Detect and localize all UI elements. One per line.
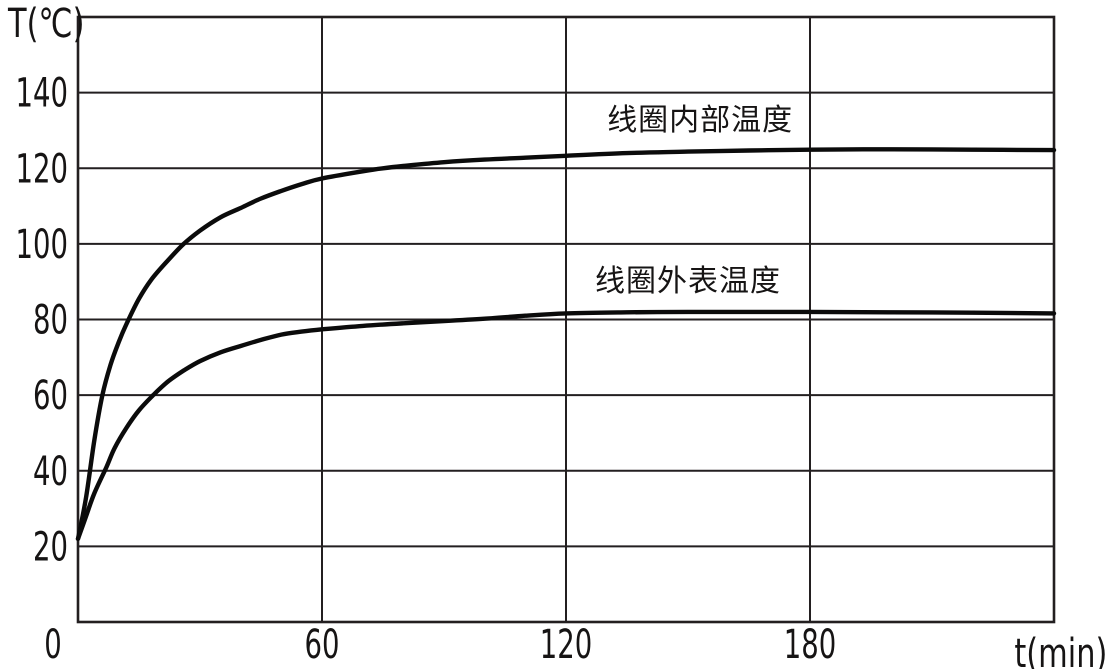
y-tick-label: 140 [16, 71, 69, 117]
x-axis-title: t(min) [1014, 631, 1107, 669]
y-axis-title: T(℃) [8, 1, 85, 47]
series-label-surface-temperature: 线圈外表温度 [595, 263, 781, 299]
y-tick-label: 20 [33, 524, 68, 570]
y-tick-label: 60 [33, 373, 68, 419]
y-tick-label: 100 [16, 222, 69, 268]
x-tick-label: 60 [305, 622, 340, 668]
y-tick-label: 40 [33, 449, 68, 495]
series-curve-0 [75, 147, 1057, 542]
y-tick-label: 120 [16, 146, 69, 192]
x-tick-label: 180 [784, 622, 837, 668]
x-tick-label: 120 [540, 622, 593, 668]
y-tick-label: 80 [33, 298, 68, 344]
x-tick-label: 0 [44, 622, 62, 668]
series-curve-1 [75, 309, 1057, 542]
x-tick-labels: 0 60 120 180 [44, 622, 836, 668]
gridlines [78, 17, 1054, 622]
y-tick-labels: 20 40 60 80 100 120 140 [16, 71, 69, 571]
plot-border [76, 15, 1056, 624]
series-label-inner-temperature: 线圈内部温度 [607, 102, 794, 138]
